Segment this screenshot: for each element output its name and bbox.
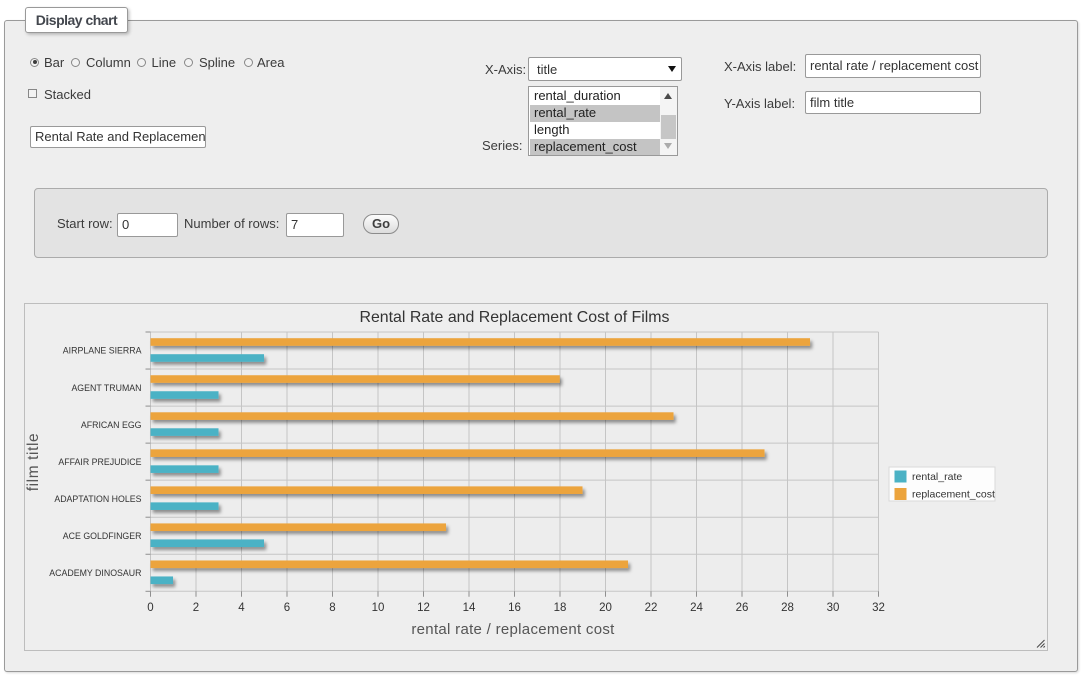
svg-text:14: 14 bbox=[463, 602, 476, 614]
svg-text:16: 16 bbox=[508, 602, 521, 614]
svg-text:rental rate / replacement cost: rental rate / replacement cost bbox=[411, 621, 615, 638]
svg-text:ACADEMY DINOSAUR: ACADEMY DINOSAUR bbox=[49, 568, 141, 578]
svg-text:28: 28 bbox=[781, 602, 794, 614]
svg-text:8: 8 bbox=[329, 602, 335, 614]
svg-text:ACE GOLDFINGER: ACE GOLDFINGER bbox=[63, 531, 142, 541]
svg-text:Rental Rate and Replacement Co: Rental Rate and Replacement Cost of Film… bbox=[359, 309, 669, 326]
svg-text:30: 30 bbox=[827, 602, 840, 614]
svg-text:AFRICAN EGG: AFRICAN EGG bbox=[81, 420, 142, 430]
svg-text:4: 4 bbox=[238, 602, 245, 614]
svg-text:2: 2 bbox=[193, 602, 199, 614]
svg-text:replacement_cost: replacement_cost bbox=[912, 489, 995, 501]
svg-text:32: 32 bbox=[872, 602, 885, 614]
svg-text:22: 22 bbox=[645, 602, 658, 614]
svg-text:6: 6 bbox=[284, 602, 290, 614]
svg-text:AFFAIR PREJUDICE: AFFAIR PREJUDICE bbox=[58, 457, 141, 467]
svg-text:24: 24 bbox=[690, 602, 703, 614]
svg-text:ADAPTATION HOLES: ADAPTATION HOLES bbox=[54, 494, 141, 504]
svg-text:18: 18 bbox=[554, 602, 567, 614]
svg-text:26: 26 bbox=[736, 602, 749, 614]
svg-text:12: 12 bbox=[417, 602, 430, 614]
svg-text:AIRPLANE SIERRA: AIRPLANE SIERRA bbox=[63, 346, 142, 356]
svg-text:10: 10 bbox=[372, 602, 385, 614]
svg-text:AGENT TRUMAN: AGENT TRUMAN bbox=[71, 383, 141, 393]
svg-text:20: 20 bbox=[599, 602, 612, 614]
svg-text:rental_rate: rental_rate bbox=[912, 471, 962, 483]
svg-text:film title: film title bbox=[25, 433, 42, 492]
svg-text:0: 0 bbox=[147, 602, 153, 614]
